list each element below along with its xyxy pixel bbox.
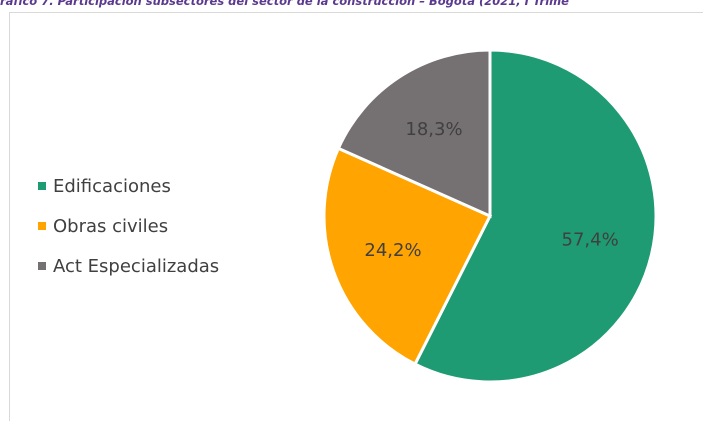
pie-slice-edificaciones (413, 48, 658, 384)
legend-swatch-edificaciones (38, 182, 46, 190)
legend-item-act-especializadas: Act Especializadas (38, 246, 219, 286)
legend-item-edificaciones: Edificaciones (38, 166, 219, 206)
legend-label-act-especializadas: Act Especializadas (53, 255, 220, 277)
chart-frame (9, 12, 703, 421)
pie-slices (322, 48, 658, 384)
legend-swatch-obras-civiles (38, 222, 46, 230)
data-label-act-especializadas: 18,3% (405, 119, 462, 140)
legend: Edificaciones Obras civiles Act Especial… (38, 166, 219, 286)
data-label-edificaciones: 57,4% (562, 229, 619, 250)
legend-label-edificaciones: Edificaciones (53, 175, 171, 197)
legend-swatch-act-especializadas (38, 262, 46, 270)
pie-slice-act-especializadas (336, 48, 492, 219)
legend-item-obras-civiles: Obras civiles (38, 206, 219, 246)
chart-title: ráfico 7. Participación subsectores del … (0, 0, 569, 8)
pie-slice-obras-civiles (322, 146, 493, 367)
pie-data-labels: 57,4% 24,2% 18,3% (364, 119, 618, 261)
data-label-obras-civiles: 24,2% (364, 240, 421, 261)
legend-label-obras-civiles: Obras civiles (53, 215, 169, 237)
